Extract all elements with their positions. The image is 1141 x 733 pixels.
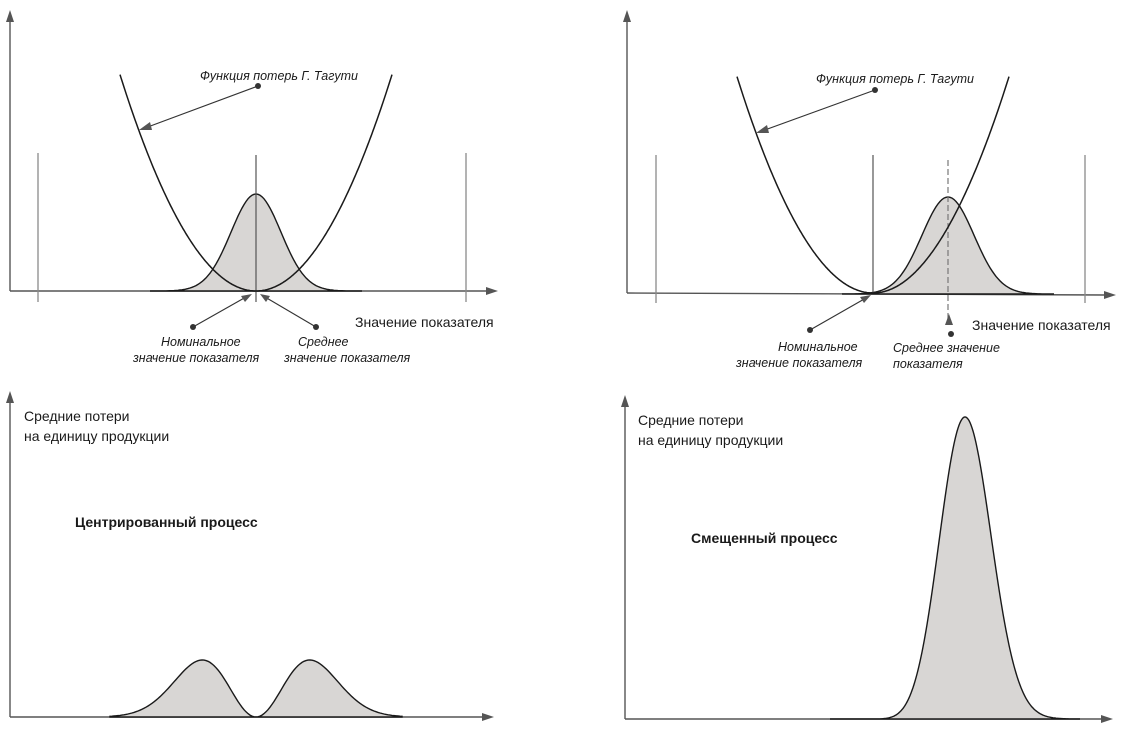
- loss-function-curve: [736, 76, 1010, 294]
- panel-top-left: Функция потерь Г. Тагути Номинальное зна…: [6, 10, 498, 365]
- nominal-leader-line: [809, 297, 867, 331]
- x-axis-arrow-icon: [482, 713, 494, 721]
- process-label: Смещенный процесс: [691, 530, 838, 546]
- expected-loss-curve: [109, 659, 403, 718]
- expected-loss-curve: [830, 416, 1080, 720]
- y-axis-arrow-icon: [621, 395, 629, 407]
- x-axis-arrow-icon: [1101, 715, 1113, 723]
- nominal-label-line2: значение показателя: [132, 351, 260, 365]
- loss-leader-line: [761, 89, 876, 132]
- loss-function-curve: [119, 74, 393, 292]
- y-axis-label-line1: Средние потери: [638, 412, 743, 428]
- nominal-leader-dot: [807, 327, 813, 333]
- x-axis-arrow-icon: [1104, 291, 1116, 299]
- nominal-leader-dot: [190, 324, 196, 330]
- nominal-label-line1: Номинальное: [161, 335, 241, 349]
- y-axis-arrow-icon: [6, 391, 14, 403]
- loss-leader-line: [144, 85, 259, 129]
- y-axis-label-line2: на единицу продукции: [24, 428, 169, 444]
- mean-leader-line: [264, 296, 317, 328]
- loss-leader-dot: [872, 87, 878, 93]
- y-axis-arrow-icon: [6, 10, 14, 22]
- mean-leader-arrow-icon: [260, 294, 270, 302]
- mean-label-line2: значение показателя: [283, 351, 411, 365]
- x-axis-arrow-icon: [486, 287, 498, 295]
- mean-leader-arrow-icon: [945, 314, 953, 325]
- mean-leader-dot: [948, 331, 954, 337]
- process-label: Центрированный процесс: [75, 514, 258, 530]
- mean-leader-dot: [313, 324, 319, 330]
- nominal-leader-arrow-icon: [860, 295, 871, 303]
- mean-label-line1: Среднее: [298, 335, 349, 349]
- y-axis-arrow-icon: [623, 10, 631, 22]
- nominal-leader-arrow-icon: [241, 294, 252, 302]
- mean-label-line2: показателя: [893, 357, 963, 371]
- nominal-label-line2: значение показателя: [735, 356, 863, 370]
- x-axis-label: Значение показателя: [972, 317, 1111, 333]
- panel-bottom-right: Средние потери на единицу продукции Смещ…: [621, 395, 1113, 723]
- loss-leader-arrow-icon: [139, 122, 152, 130]
- panel-bottom-left: Средние потери на единицу продукции Цент…: [6, 391, 494, 721]
- panel-top-right: Функция потерь Г. Тагути Номинальное зна…: [623, 10, 1116, 371]
- y-axis-label-line2: на единицу продукции: [638, 432, 783, 448]
- loss-leader-dot: [255, 83, 261, 89]
- loss-leader-arrow-icon: [756, 125, 769, 133]
- loss-function-label: Функция потерь Г. Тагути: [816, 72, 974, 86]
- mean-label-line1: Среднее значение: [893, 341, 1000, 355]
- x-axis-label: Значение показателя: [355, 314, 494, 330]
- loss-function-label: Функция потерь Г. Тагути: [200, 69, 358, 83]
- nominal-label-line1: Номинальное: [778, 340, 858, 354]
- nominal-leader-line: [192, 296, 247, 328]
- y-axis-label-line1: Средние потери: [24, 408, 129, 424]
